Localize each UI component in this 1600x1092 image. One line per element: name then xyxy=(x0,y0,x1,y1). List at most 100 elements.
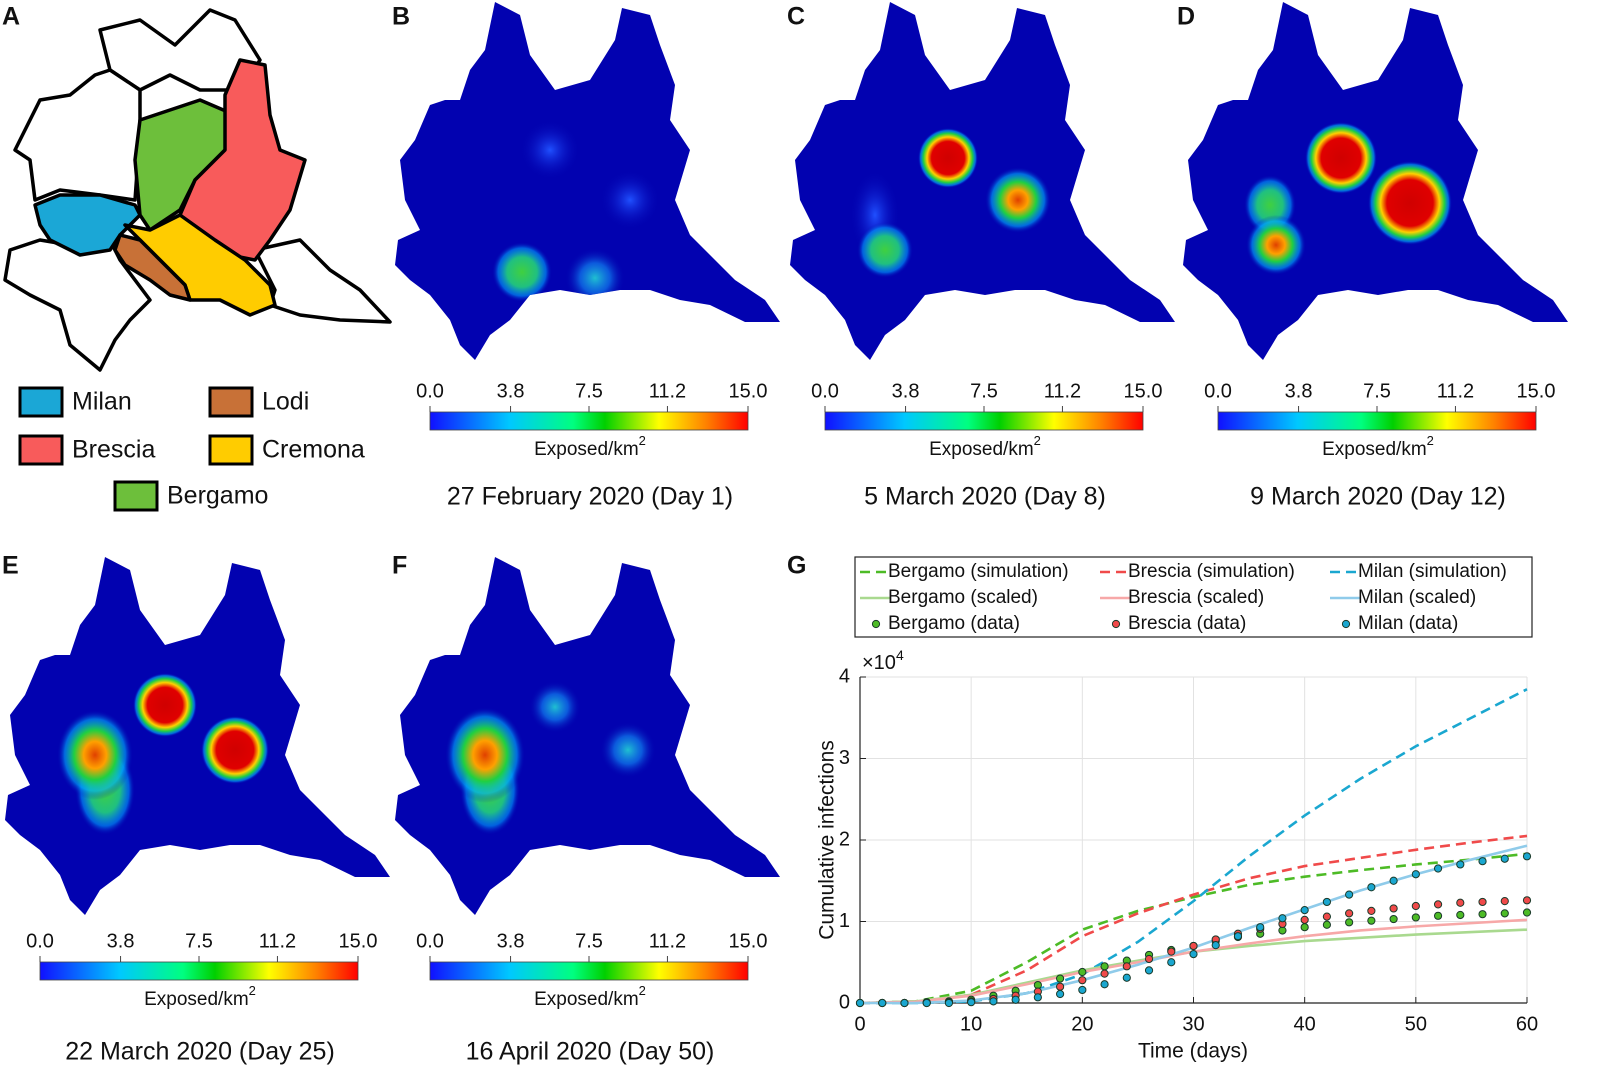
legend-label: Brescia xyxy=(72,436,155,464)
data-point xyxy=(1056,974,1065,983)
colorbar-tick-label: 15.0 xyxy=(729,930,768,952)
legend-label: Lodi xyxy=(262,388,309,416)
legend-label: Brescia (simulation) xyxy=(1128,561,1295,582)
colorbar-label: Exposed/km2 xyxy=(144,983,256,1010)
series-line xyxy=(859,834,1528,1005)
heat-map xyxy=(395,557,780,915)
data-point xyxy=(1478,857,1487,866)
data-point xyxy=(1411,913,1420,922)
colorbar xyxy=(1217,411,1537,431)
data-point xyxy=(1367,883,1376,892)
data-point xyxy=(1389,914,1398,924)
colorbar-tick-label: 0.0 xyxy=(811,380,839,402)
colorbar xyxy=(39,961,359,981)
y-tick-label: 2 xyxy=(839,828,850,850)
colorbar-tick-label: 15.0 xyxy=(339,930,378,952)
legend-box xyxy=(854,556,1533,638)
data-point xyxy=(1456,860,1465,869)
panel-letter: C xyxy=(787,3,805,31)
colorbar-tick-label: 11.2 xyxy=(259,930,296,952)
data-point xyxy=(1478,897,1487,907)
y-tick-label: 0 xyxy=(839,991,850,1013)
data-point xyxy=(1367,906,1376,916)
data-point xyxy=(1433,900,1443,909)
x-tick-label: 60 xyxy=(1516,1013,1538,1035)
colorbar-tick-label: 7.5 xyxy=(185,930,213,952)
y-axis-label: Cumulative infections xyxy=(816,740,839,940)
data-point xyxy=(1167,958,1176,967)
data-point xyxy=(1500,897,1509,906)
x-tick-label: 40 xyxy=(1294,1013,1316,1035)
legend-label: Bergamo xyxy=(167,482,268,510)
legend-swatch xyxy=(208,386,254,418)
y-tick-label: 1 xyxy=(839,910,850,932)
data-point xyxy=(1345,890,1354,899)
legend-label: Brescia (scaled) xyxy=(1128,587,1264,608)
colorbar-label: Exposed/km2 xyxy=(1322,433,1434,460)
colorbar-tick-label: 7.5 xyxy=(970,380,998,402)
data-point xyxy=(1367,916,1376,925)
data-point xyxy=(1144,966,1154,975)
colorbar-tick-label: 0.0 xyxy=(1204,380,1232,402)
data-point xyxy=(1500,909,1509,918)
data-point xyxy=(922,998,931,1008)
legend-label: Milan (data) xyxy=(1358,613,1458,634)
panel-letter: F xyxy=(392,552,407,580)
legend-swatch xyxy=(113,480,159,512)
data-point xyxy=(1433,864,1443,873)
data-point xyxy=(1300,915,1309,924)
colorbar-tick-label: 11.2 xyxy=(649,930,686,952)
data-point xyxy=(1078,967,1087,977)
heat-map xyxy=(1183,2,1568,360)
legend-label: Milan (scaled) xyxy=(1358,587,1476,608)
colorbar-tick-label: 11.2 xyxy=(1044,380,1081,402)
colorbar xyxy=(429,411,749,431)
colorbar-tick-label: 7.5 xyxy=(1363,380,1391,402)
legend-swatch xyxy=(18,386,64,418)
data-point xyxy=(1056,989,1065,999)
heat-map xyxy=(5,557,390,915)
x-tick-label: 10 xyxy=(960,1013,982,1035)
data-point xyxy=(1456,898,1465,907)
data-point xyxy=(1078,976,1087,985)
data-point xyxy=(1300,905,1309,915)
data-point xyxy=(1144,954,1154,964)
data-point xyxy=(1100,969,1109,978)
panel-letter: B xyxy=(392,3,410,31)
series-line xyxy=(859,852,1528,1005)
colorbar-tick-label: 11.2 xyxy=(1437,380,1474,402)
data-point xyxy=(1322,897,1332,907)
x-tick-label: 50 xyxy=(1405,1013,1427,1035)
panel-letter: G xyxy=(787,552,806,580)
colorbar-tick-label: 3.8 xyxy=(497,930,525,952)
legend-label: Brescia (data) xyxy=(1128,613,1246,634)
x-tick-label: 20 xyxy=(1071,1013,1093,1035)
data-point xyxy=(967,998,976,1007)
panel-letter: D xyxy=(1177,3,1195,31)
legend-marker xyxy=(1111,619,1121,629)
data-point xyxy=(1500,854,1509,863)
x-tick-label: 30 xyxy=(1182,1013,1204,1035)
data-point xyxy=(1233,932,1243,941)
colorbar-label: Exposed/km2 xyxy=(534,433,646,460)
data-point xyxy=(1322,920,1332,929)
data-point xyxy=(878,998,887,1008)
data-point xyxy=(1211,941,1220,950)
colorbar-tick-label: 15.0 xyxy=(1517,380,1556,402)
data-point xyxy=(1456,910,1465,920)
region-map xyxy=(3,8,392,372)
x-axis-label: Time (days) xyxy=(1138,1040,1248,1063)
legend-label: Bergamo (data) xyxy=(888,613,1020,634)
data-point xyxy=(989,997,998,1006)
data-point xyxy=(1389,904,1398,913)
colorbar-tick-label: 3.8 xyxy=(107,930,135,952)
legend-label: Milan (simulation) xyxy=(1358,561,1507,582)
region xyxy=(253,238,392,324)
data-point xyxy=(1345,909,1354,918)
colorbar-label: Exposed/km2 xyxy=(534,983,646,1010)
series-line xyxy=(860,688,1528,1005)
data-point xyxy=(1389,876,1398,885)
map-caption: 16 April 2020 (Day 50) xyxy=(466,1038,715,1066)
y-exponent: ×104 xyxy=(862,647,904,675)
